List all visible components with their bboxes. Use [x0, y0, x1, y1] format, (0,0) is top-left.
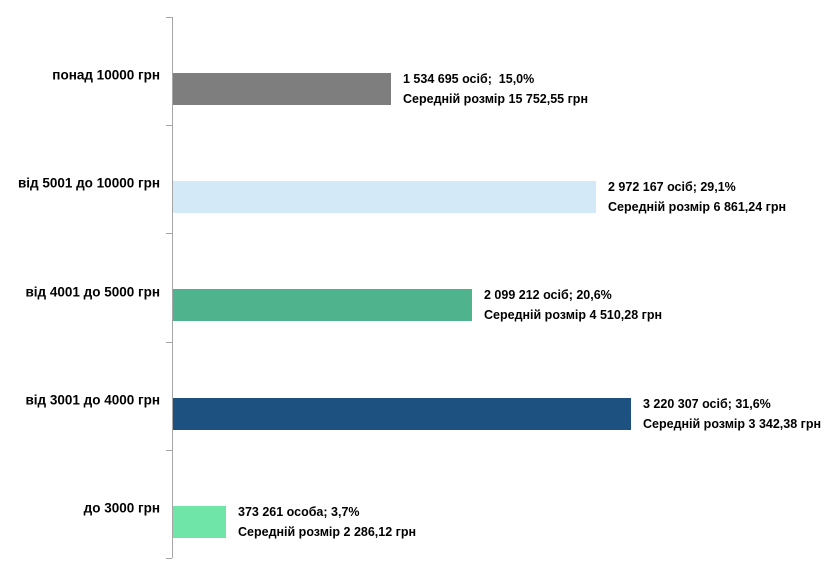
average-size-label: Середній розмір 6 861,24 грн — [608, 200, 787, 215]
category-label: до 3000 грн — [83, 500, 160, 516]
bar — [173, 397, 631, 430]
axis-tick — [166, 341, 172, 343]
category-label: понад 10000 грн — [52, 67, 160, 83]
count-percent-label: 373 261 особа; 3,7% — [238, 504, 360, 519]
count-percent-label: 2 099 212 осіб; 20,6% — [484, 288, 612, 303]
bar — [173, 73, 391, 105]
axis-tick — [166, 233, 172, 235]
category-axis-line — [172, 17, 173, 558]
average-size-label: Середній розмір 2 286,12 грн — [238, 524, 417, 539]
bar-data-label: 373 261 особа; 3,7% Середній розмір 2 286… — [238, 502, 416, 542]
bar — [173, 505, 226, 538]
bar-data-label: 2 972 167 осіб; 29,1% Середній розмір 6 8… — [608, 177, 786, 217]
bar-data-label: 3 220 307 осіб; 31,6% Середній розмір 3 3… — [643, 394, 821, 434]
axis-tick — [166, 558, 172, 559]
count-percent-label: 1 534 695 осіб; 15,0% — [403, 72, 535, 86]
bar-data-label: 1 534 695 осіб; 15,0% Середній розмір 15 … — [403, 69, 588, 109]
category-label: від 5001 до 10000 грн — [17, 175, 160, 191]
bar — [173, 289, 472, 322]
count-percent-label: 2 972 167 осіб; 29,1% — [608, 180, 736, 195]
average-size-label: Середній розмір 4 510,28 грн — [484, 308, 663, 323]
count-percent-label: 3 220 307 осіб; 31,6% — [643, 396, 771, 411]
axis-tick — [166, 17, 172, 18]
category-label: від 4001 до 5000 грн — [25, 284, 160, 299]
bar — [173, 181, 596, 214]
axis-tick — [166, 125, 172, 127]
average-size-label: Середній розмір 15 752,55 грн — [403, 92, 588, 106]
bar-data-label: 2 099 212 осіб; 20,6% Середній розмір 4 5… — [484, 285, 662, 325]
category-label: від 3001 до 4000 грн — [25, 392, 160, 408]
axis-tick — [166, 449, 172, 451]
average-size-label: Середній розмір 3 342,38 грн — [643, 416, 822, 431]
